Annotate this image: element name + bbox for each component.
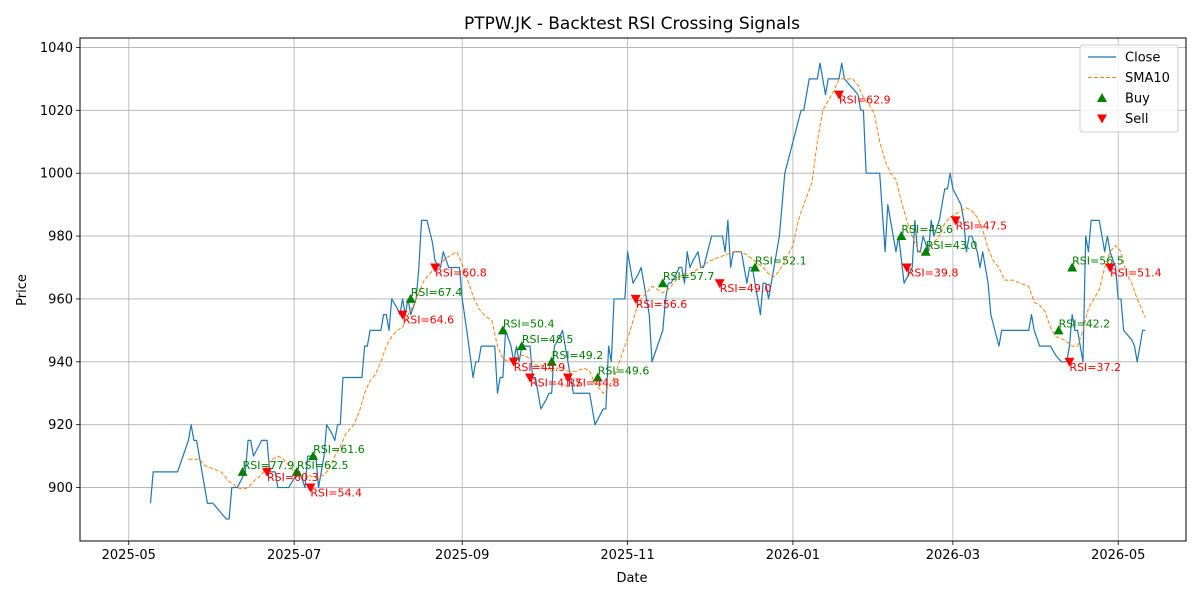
buy-marker — [1053, 325, 1064, 335]
sell-annotation: RSI=54.4 — [310, 487, 362, 500]
y-tick-label: 940 — [48, 355, 73, 370]
y-tick-label: 1040 — [40, 41, 73, 56]
x-tick-label: 2025-11 — [600, 548, 654, 563]
legend-label: Buy — [1125, 92, 1150, 107]
buy-marker — [291, 466, 302, 476]
sell-marker — [397, 310, 408, 320]
sell-annotation: RSI=39.8 — [907, 266, 959, 279]
legend-box — [1079, 44, 1179, 133]
sell-marker — [901, 263, 912, 273]
sell-annotation: RSI=56.6 — [636, 298, 688, 311]
sell-marker — [262, 467, 273, 477]
sell-marker — [524, 373, 535, 383]
buy-marker — [749, 262, 760, 272]
sell-marker — [1105, 263, 1116, 273]
buy-marker — [657, 278, 668, 288]
sell-marker — [834, 90, 845, 100]
sell-marker — [508, 357, 519, 367]
sell-marker — [305, 483, 316, 493]
x-tick-label: 2025-05 — [102, 548, 156, 563]
sell-annotation: RSI=62.9 — [839, 94, 891, 107]
legend-label: Sell — [1125, 112, 1148, 127]
x-tick-label: 2025-07 — [267, 548, 321, 563]
x-tick-label: 2026-05 — [1091, 548, 1145, 563]
y-tick-label: 980 — [48, 230, 73, 245]
buy-annotation: RSI=43.0 — [926, 239, 978, 252]
series-line-close — [149, 62, 1146, 520]
sell-marker — [562, 373, 573, 383]
buy-marker — [920, 246, 931, 256]
sell-annotation: RSI=47.5 — [956, 219, 1008, 232]
buy-marker — [405, 293, 416, 303]
grid — [80, 38, 1186, 541]
sell-marker — [714, 279, 725, 289]
buy-annotation: RSI=43.6 — [901, 223, 953, 236]
x-tick-label: 2026-03 — [926, 548, 980, 563]
buy-annotation: RSI=77.9 — [243, 459, 295, 472]
legend-label: Close — [1125, 51, 1160, 66]
buy-marker — [308, 451, 319, 461]
buy-annotation: RSI=48.5 — [522, 333, 574, 346]
buy-annotation: RSI=62.5 — [297, 459, 349, 472]
sell-marker — [950, 216, 961, 226]
chart-title: PTPW.JK - Backtest RSI Crossing Signals — [464, 14, 800, 34]
sell-annotation: RSI=49.0 — [720, 282, 772, 295]
x-axis-title: Date — [616, 571, 647, 586]
sell-annotation: RSI=64.6 — [403, 314, 455, 327]
buy-marker — [497, 325, 508, 335]
y-tick-label: 1000 — [40, 167, 73, 182]
sell-annotation: RSI=51.4 — [1110, 266, 1162, 279]
legend-swatch-buy — [1097, 93, 1107, 102]
signal-markers: RSI=77.9 RSI=62.5 RSI=61.6 RSI=67.4 RSI=50.4… — [237, 90, 1162, 500]
legend-label: SMA10 — [1125, 71, 1170, 86]
buy-marker — [1067, 262, 1078, 272]
legend: Close SMA10 Buy Sell — [1079, 44, 1179, 133]
sell-annotation: RSI=44.9 — [514, 361, 566, 374]
y-tick-label: 920 — [48, 418, 73, 433]
buy-marker — [896, 231, 907, 241]
buy-annotation: RSI=61.6 — [313, 443, 365, 456]
buy-annotation: RSI=67.4 — [411, 286, 463, 299]
series-line-sma10 — [188, 78, 1146, 490]
sell-annotation: RSI=37.2 — [1069, 361, 1121, 374]
y-axis-title: Price — [15, 274, 30, 306]
sell-marker — [630, 294, 641, 304]
x-tick-label: 2026-01 — [766, 548, 820, 563]
buy-annotation: RSI=49.6 — [598, 365, 650, 378]
series-layer — [149, 62, 1146, 520]
axis-ticks: 2025-05 2025-07 2025-09 2025-11 2026-01 2026-… — [40, 41, 1145, 563]
buy-annotation: RSI=49.2 — [552, 349, 604, 362]
sell-annotation: RSI=60.3 — [267, 471, 319, 484]
buy-annotation: RSI=52.1 — [755, 254, 807, 267]
sell-marker — [1064, 357, 1075, 367]
y-tick-label: 1020 — [40, 104, 73, 119]
buy-marker — [592, 372, 603, 382]
legend-swatch-sell — [1097, 114, 1107, 124]
plot-frame — [79, 37, 1187, 542]
buy-marker — [516, 341, 527, 351]
sell-marker — [430, 263, 441, 273]
y-tick-label: 960 — [48, 292, 73, 307]
x-tick-label: 2025-09 — [435, 548, 489, 563]
sell-annotation: RSI=44.8 — [568, 377, 620, 390]
buy-annotation: RSI=42.2 — [1059, 317, 1111, 330]
sell-annotation: RSI=60.8 — [435, 266, 487, 279]
buy-marker — [237, 466, 248, 476]
buy-annotation: RSI=50.4 — [503, 317, 555, 330]
buy-marker — [546, 356, 557, 366]
y-tick-label: 900 — [48, 481, 73, 496]
buy-annotation: RSI=57.7 — [663, 270, 715, 283]
